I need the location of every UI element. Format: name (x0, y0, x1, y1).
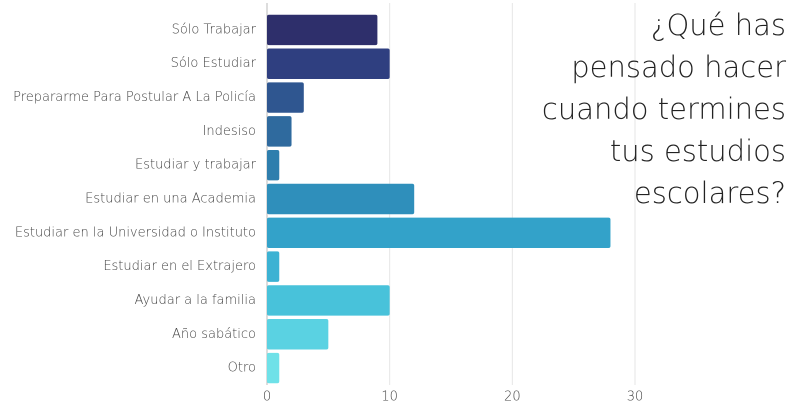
bar (267, 285, 390, 316)
y-tick-label: Estudiar en la Universidad o Instituto (15, 225, 256, 240)
bar (267, 82, 304, 113)
bar (267, 251, 280, 282)
y-tick-label: Otro (228, 361, 256, 376)
y-tick-label: Estudiar y trabajar (135, 158, 257, 173)
y-tick-label: Indesiso (203, 124, 256, 139)
x-tick-label: 10 (381, 390, 398, 405)
y-tick-label: Sólo Trabajar (172, 22, 257, 37)
y-tick-label: Prepararme Para Postular A La Policía (13, 90, 256, 105)
bar (267, 183, 415, 215)
y-tick-label: Sólo Estudiar (171, 56, 257, 71)
bar (267, 48, 390, 79)
x-tick-label: 30 (627, 390, 644, 405)
bar (267, 149, 280, 181)
bar (267, 14, 378, 46)
y-tick-label: Año sabático (172, 327, 256, 342)
chart-title: ¿Qué has pensado hacer cuando termines t… (541, 8, 786, 210)
bar (267, 319, 329, 350)
bar (267, 217, 611, 249)
y-tick-label: Estudiar en el Extrajero (103, 259, 256, 274)
bar (267, 352, 280, 384)
bar (267, 116, 292, 147)
x-tick-label: 20 (504, 390, 521, 405)
y-tick-label: Estudiar en una Academia (85, 192, 256, 207)
x-tick-label: 0 (263, 390, 271, 405)
y-tick-label: Ayudar a la familia (135, 293, 256, 308)
